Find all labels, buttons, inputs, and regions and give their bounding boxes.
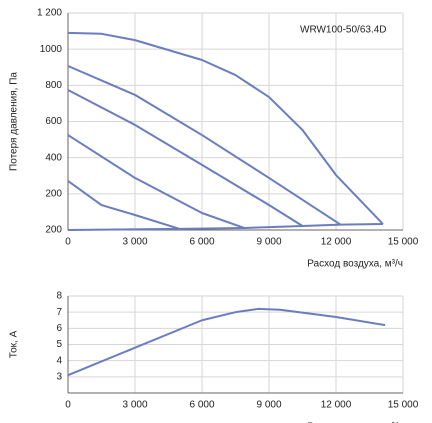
chart-title: WRW100-50/63.4D [300,25,387,36]
curve [67,307,386,377]
curve [67,223,383,231]
y-tick-label: 400 [45,152,62,163]
curve [67,89,304,227]
curve [67,65,342,226]
x-tick-label: 15 000 [388,400,419,411]
y-axis-label: Ток, А [9,330,20,358]
y-axis-label: Потеря давления, Па [9,72,20,171]
x-tick-label: 9 000 [256,237,281,248]
x-tick-label: 6 000 [189,237,214,248]
x-tick-label: 3 000 [122,237,147,248]
x-tick-label: 0 [65,400,71,411]
y-tick-label: 1000 [40,44,63,55]
x-tick-label: 6 000 [189,400,214,411]
y-tick-label: 3 [56,371,62,382]
y-tick-label: 200 [45,188,62,199]
y-tick-label: 5 [56,339,62,350]
y-tick-label: 7 [56,307,62,318]
y-tick-label: 800 [45,80,62,91]
y-tick-label: 8 [56,291,62,302]
x-tick-label: 12 000 [321,400,352,411]
x-tick-label: 12 000 [321,237,352,248]
x-tick-label: 0 [65,237,71,248]
curve [67,134,245,229]
y-tick-label: 200 [45,225,62,236]
x-tick-label: 15 000 [388,237,419,248]
y-tick-label: 6 [56,323,62,334]
curve [67,180,180,230]
y-tick-label: 4 [56,355,62,366]
x-axis-label: Расход воздуха, м³/ч [307,422,403,423]
x-tick-label: 9 000 [256,400,281,411]
curve [67,31,384,225]
x-tick-label: 3 000 [122,400,147,411]
y-tick-label: 1 200 [37,8,62,19]
x-axis-label: Расход воздуха, м³/ч [307,259,403,270]
y-tick-label: 600 [45,116,62,127]
